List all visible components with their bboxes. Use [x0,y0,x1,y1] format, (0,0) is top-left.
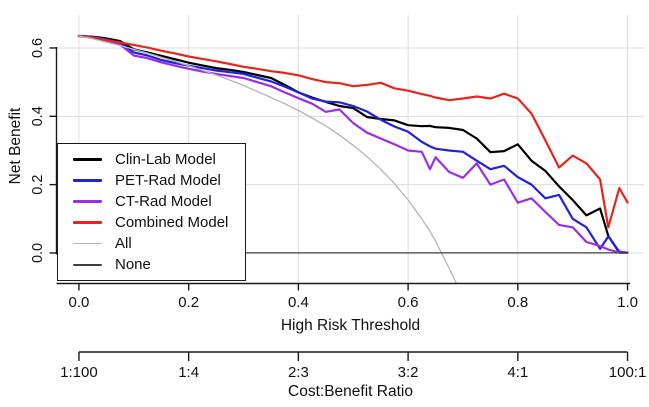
legend-swatch-clin-lab-model [73,157,102,161]
legend-item-clin-lab-model: Clin-Lab Model [58,149,245,169]
cb-tick-label: 100:1 [609,364,647,381]
legend-item-ct-rad-model: CT-Rad Model [58,191,245,211]
y-tick-label: 0.6 [30,38,46,58]
legend-item-pet-rad-model: PET-Rad Model [58,170,245,190]
legend-label: PET-Rad Model [115,171,221,189]
cb-tick-label: 2:3 [288,364,309,381]
cb-tick-label: 3:2 [398,364,419,381]
series-lines [77,34,629,283]
x-tick-label: 0.2 [178,294,199,311]
legend-label: CT-Rad Model [115,192,212,210]
x-tick-label: 0.8 [507,294,528,311]
legend-item-none: None [58,255,245,275]
x-axis-title: High Risk Threshold [280,317,421,334]
legend-item-combined-model: Combined Model [58,213,245,233]
legend-label: Clin-Lab Model [115,150,216,168]
legend-swatch-ct-rad-model [73,199,102,203]
legend-label: None [115,256,151,274]
legend-swatch-pet-rad-model [73,178,102,182]
series-line-pet-rad-model [77,34,629,254]
y-tick-label: 0.0 [30,243,46,263]
cb-tick-label: 4:1 [507,364,528,381]
legend-item-all: All [58,234,245,254]
x-tick-label: 1.0 [617,294,638,311]
series-line-combined-model [77,34,629,229]
x-tick-label: 0.6 [398,294,419,311]
y-tick-label: 0.2 [30,175,46,195]
cost-benefit-axis-title: Cost:Benefit Ratio [288,383,413,400]
legend-swatch-none [73,264,102,266]
y-axis-title: Net Benefit [7,107,24,185]
legend-label: Combined Model [115,214,229,232]
series-line-all [78,35,457,283]
x-tick-label: 0.0 [69,294,90,311]
cb-tick-label: 1:4 [178,364,199,381]
x-tick-label: 0.4 [288,294,309,311]
axes: 0.0 0.2 0.4 0.6 0.0 0.2 0.4 0.6 0.8 1.0 1:100 1:4 2:… [30,38,646,381]
cb-tick-label: 1:100 [60,364,98,381]
legend-label: All [115,235,132,253]
legend-swatch-all [73,242,102,245]
legend: Clin-Lab Model PET-Rad Model CT-Rad Model C… [57,143,246,281]
y-tick-label: 0.4 [30,106,46,126]
series-line-clin-lab-model [77,34,629,254]
series-line-ct-rad-model [77,34,629,254]
legend-swatch-combined-model [73,221,102,225]
